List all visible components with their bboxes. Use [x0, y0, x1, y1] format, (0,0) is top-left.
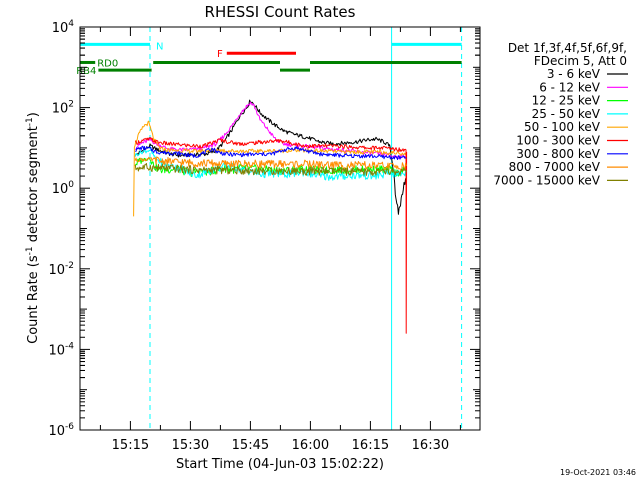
legend-label-3: 25 - 50 keV: [532, 107, 601, 121]
y-tick-exp-1: 2: [68, 100, 74, 110]
legend-label-2: 12 - 25 keV: [532, 94, 601, 108]
y-tick-label-5: 10-6: [48, 422, 74, 439]
chart-title: RHESSI Count Rates: [205, 3, 356, 21]
series-line-7: [134, 156, 407, 171]
x-axis-label: Start Time (04-Jun-03 15:02:22): [176, 457, 384, 472]
y-tick-exp-3: -2: [65, 261, 74, 271]
y-tick-label-1: 102: [52, 100, 74, 117]
flag-label-rb4: RB4: [76, 66, 96, 77]
y-tick-label-4: 10-4: [48, 341, 74, 358]
y-axis-label-sup2: -1: [25, 117, 35, 126]
flag-label-f: F: [217, 49, 223, 60]
y-axis-label-part2: detector segment: [26, 126, 41, 246]
legend-header-line-1: Det 1f,3f,4f,5f,6f,9f,: [508, 41, 627, 55]
y-tick-base-0: 10: [52, 21, 69, 36]
y-tick-label-0: 104: [52, 19, 75, 36]
y-tick-base-3: 10: [48, 263, 65, 278]
x-axis-ticks: 15:15 15:30 15:45 16:00 16:15 16:30: [99, 27, 461, 453]
legend-label-6: 300 - 800 keV: [516, 147, 600, 161]
timestamp: 19-Oct-2021 03:46: [560, 468, 636, 477]
y-tick-base-2: 10: [52, 182, 69, 197]
y-tick-label-3: 10-2: [48, 261, 74, 278]
night-intervals: N: [80, 27, 463, 430]
y-tick-exp-4: -4: [65, 341, 74, 351]
series-line-0: [134, 99, 407, 215]
y-axis-label-part1: Count Rate (s: [26, 255, 41, 344]
x-tick-label-2: 15:45: [232, 438, 269, 453]
x-tick-label-5: 16:30: [412, 438, 449, 453]
x-tick-label-4: 16:15: [352, 438, 389, 453]
y-axis-label-sup1: -1: [25, 246, 35, 255]
y-tick-exp-0: 4: [68, 19, 74, 29]
legend-label-8: 7000 - 15000 keV: [493, 173, 600, 187]
legend-label-5: 100 - 300 keV: [516, 134, 600, 148]
legend-label-1: 6 - 12 keV: [539, 80, 601, 94]
series-line-5: [134, 137, 408, 334]
flag-label-rd0: RD0: [97, 58, 118, 69]
x-tick-label-3: 16:00: [292, 438, 329, 453]
series-line-8: [134, 162, 407, 176]
legend-label-0: 3 - 6 keV: [547, 67, 601, 81]
legend: Det 1f,3f,4f,5f,6f,9f, FDecim 5, Att 0 3…: [493, 41, 628, 187]
y-tick-base-5: 10: [48, 424, 65, 439]
y-tick-base-4: 10: [48, 343, 65, 358]
y-tick-label-2: 100: [52, 180, 75, 197]
y-tick-base-1: 10: [52, 102, 69, 117]
legend-header-line-2: FDecim 5, Att 0: [534, 54, 627, 68]
y-tick-exp-5: -6: [65, 422, 74, 432]
night-label: N: [156, 41, 163, 52]
series-lines: [133, 99, 408, 334]
y-axis-label: Count Rate (s-1 detector segment-1): [25, 112, 41, 344]
y-tick-exp-2: 0: [68, 180, 74, 190]
x-tick-label-0: 15:15: [112, 438, 149, 453]
x-tick-label-1: 15:30: [172, 438, 209, 453]
legend-label-4: 50 - 100 keV: [524, 120, 601, 134]
legend-label-7: 800 - 7000 keV: [509, 160, 601, 174]
y-axis-label-part3: ): [26, 112, 41, 117]
series-line-4: [133, 120, 407, 217]
series-line-6: [135, 145, 407, 160]
